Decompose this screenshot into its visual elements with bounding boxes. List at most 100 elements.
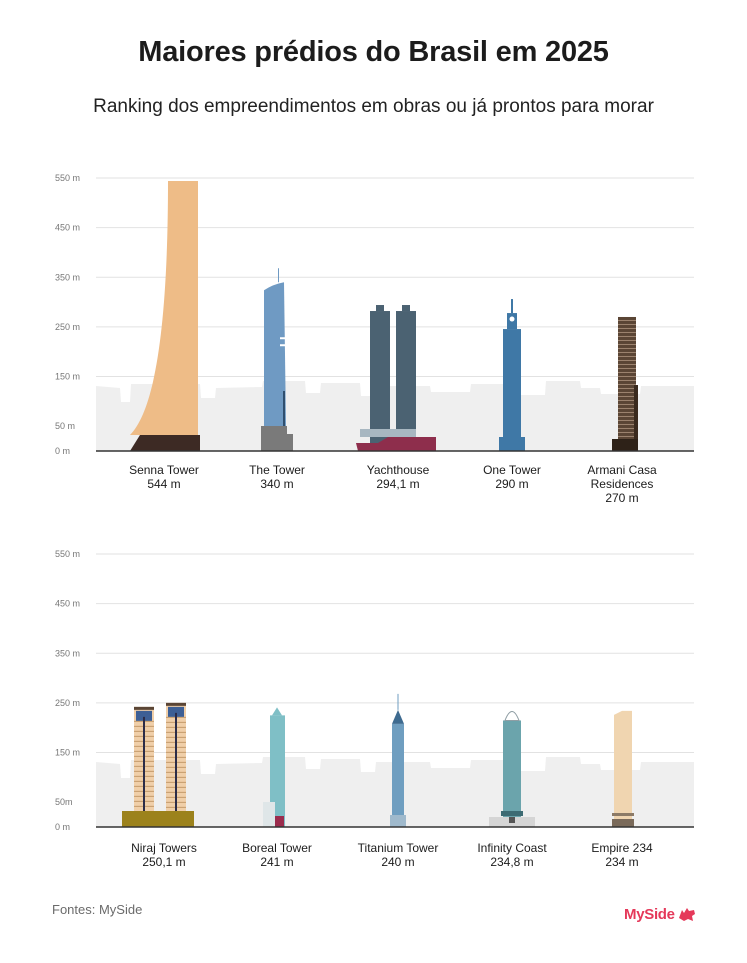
twin-tower	[370, 311, 390, 451]
facade-line	[618, 359, 636, 361]
facade-line	[618, 379, 636, 381]
building-label: One Tower 290 m	[483, 463, 541, 491]
facade-line	[618, 423, 636, 425]
tower-antenna	[511, 299, 513, 314]
building-0	[130, 180, 200, 451]
building-name: Armani Casa	[587, 463, 657, 477]
height-label: 290 m	[495, 477, 528, 491]
building-label: Armani Casa Residences 270 m	[587, 463, 657, 505]
building-label: Infinity Coast 234,8 m	[477, 841, 547, 869]
facade-line	[618, 427, 636, 429]
y-tick-label: 450 m	[55, 599, 80, 609]
building-label: Titanium Tower 240 m	[358, 841, 439, 869]
tower-detail	[175, 712, 177, 811]
y-tick-label: 0 m	[55, 822, 70, 832]
facade-line	[618, 335, 636, 337]
facade-line	[618, 399, 636, 401]
y-tick-label: 550 m	[55, 549, 80, 559]
building-name: Infinity Coast	[477, 841, 547, 855]
facade-line	[618, 339, 636, 341]
building-1	[263, 707, 285, 827]
facade-line	[618, 323, 636, 325]
tower-crown	[392, 709, 404, 724]
chart-panel-2: 550 m 450 m 350 m 250 m 150 m 50m 0 m Niraj Tow…	[55, 549, 694, 869]
tower-podium	[263, 802, 275, 827]
y-tick-label: 150 m	[55, 372, 80, 382]
facade-line	[618, 319, 636, 321]
height-label: 234,8 m	[490, 855, 533, 869]
building-label: Empire 234 234 m	[591, 841, 653, 869]
tower-podium	[275, 816, 284, 827]
facade-line	[618, 375, 636, 377]
y-tick-label: 150 m	[55, 748, 80, 758]
y-tick-label: 50m	[55, 797, 73, 807]
y-tick-label: 350 m	[55, 272, 80, 282]
building-name: One Tower	[483, 463, 541, 477]
facade-line	[618, 343, 636, 345]
building-4	[612, 710, 634, 827]
y-tick-label: 0 m	[55, 446, 70, 456]
tower-podium	[612, 439, 638, 451]
facade-line	[618, 327, 636, 329]
page-title: Maiores prédios do Brasil em 2025	[138, 36, 609, 68]
height-label: 544 m	[147, 477, 180, 491]
facade-line	[618, 411, 636, 413]
building-name: Niraj Towers	[131, 841, 197, 855]
tower-podium	[612, 819, 634, 827]
building-name: Titanium Tower	[358, 841, 439, 855]
tower-crown	[504, 710, 520, 721]
tower-crown	[166, 702, 186, 706]
tower-detail	[280, 344, 286, 347]
tower-crown	[134, 706, 154, 710]
building-label: Yachthouse 294,1 m	[367, 463, 430, 491]
height-label: 240 m	[381, 855, 414, 869]
tower-podium	[499, 437, 525, 451]
tower-podium	[122, 811, 194, 827]
tower-detail	[501, 811, 523, 816]
tower-detail	[634, 385, 638, 445]
height-label: 294,1 m	[376, 477, 419, 491]
facade-line	[618, 415, 636, 417]
tower-body	[264, 282, 286, 426]
tower-body	[392, 723, 404, 827]
building-4	[612, 316, 638, 451]
tower-body	[503, 720, 521, 827]
brand-name: MySide	[624, 905, 675, 923]
twin-crown	[402, 305, 410, 312]
facade-line	[618, 383, 636, 385]
building-2	[390, 693, 406, 827]
tower-body	[130, 180, 198, 435]
tower-antenna	[397, 693, 399, 710]
twin-crown	[376, 305, 384, 312]
facade-line	[618, 351, 636, 353]
tower-body	[503, 329, 521, 451]
facade-line	[618, 387, 636, 389]
facade-line	[618, 371, 636, 373]
building-name: Boreal Tower	[242, 841, 312, 855]
tower-crown	[168, 706, 184, 717]
facade-line	[618, 347, 636, 349]
building-name: The Tower	[249, 463, 305, 477]
brand-logo: MySide	[624, 904, 697, 924]
building-label: The Tower 340 m	[249, 463, 305, 491]
facade-line	[618, 355, 636, 357]
source-note: Fontes: MySide	[52, 902, 143, 917]
facade-line	[618, 419, 636, 421]
building-3	[499, 299, 525, 451]
tower-podium	[390, 815, 406, 827]
tower-crown	[272, 707, 282, 716]
tower-podium	[130, 435, 200, 451]
tower-detail	[280, 337, 286, 340]
chart-panel-1: 550 m 450 m 350 m 250 m 150 m 50 m 0 m Senna To…	[55, 173, 694, 505]
height-label: 241 m	[260, 855, 293, 869]
tower-detail	[509, 817, 515, 823]
facade-line	[618, 391, 636, 393]
facade-line	[618, 431, 636, 433]
height-label: 340 m	[260, 477, 293, 491]
tower-detail	[509, 316, 515, 322]
facade-line	[618, 331, 636, 333]
building-0	[122, 702, 194, 827]
building-name: Yachthouse	[367, 463, 430, 477]
building-2	[356, 305, 436, 451]
